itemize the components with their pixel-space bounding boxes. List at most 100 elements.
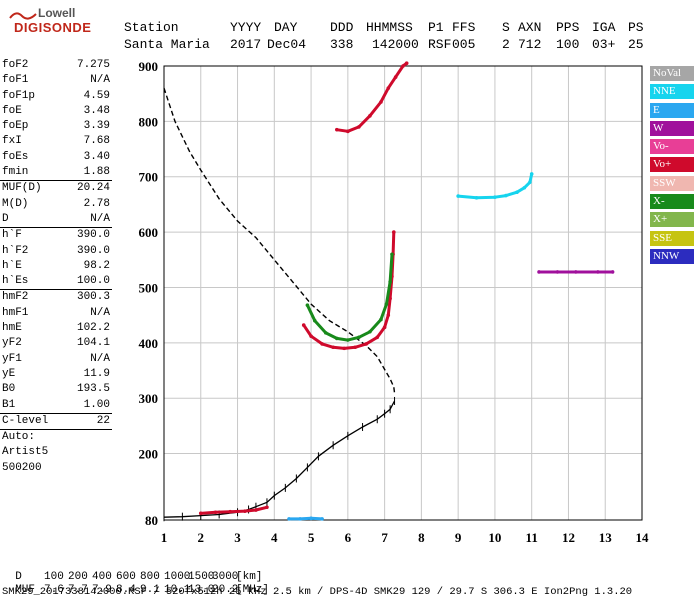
echo-point [198,511,203,516]
footer-muf-value: 7.9 [92,584,112,596]
param-row: foEs 3.40 [0,150,112,165]
echo-point [312,318,317,323]
param-value: 390.0 [76,244,110,257]
x-tick-label: 12 [562,530,575,545]
echo-point [254,508,258,512]
footer-distance-value: 600 [116,571,136,583]
param-row: h`E 98.2 [0,259,112,274]
param-row: h`Es 100.0 [0,274,112,289]
param-label: foEp [2,120,29,133]
header-value-ps: 25 [628,37,644,52]
param-value: N/A [90,74,110,87]
y-tick-label: 500 [139,280,159,295]
param-value: 3.39 [83,120,110,133]
header-value-ddd: 338 [330,37,354,52]
footer-distance-value: 200 [68,571,88,583]
param-label: yE [2,367,16,380]
param-value: 104.1 [76,337,110,350]
param-value: 3.40 [83,150,110,163]
param-value: N/A [90,306,110,319]
x-tick-label: 9 [455,530,462,545]
y-tick-label: 400 [139,336,159,351]
echo-point [364,342,369,346]
plot-area [163,65,643,521]
param-value: 102.2 [76,322,110,335]
auto-row: Artist5 [0,445,112,460]
footer-distance-value: 800 [140,571,160,583]
param-row: foF1 N/A [0,73,112,88]
echo-point [331,345,335,350]
param-value: 4.59 [83,89,110,102]
echo-point [537,270,541,274]
echo-point [474,195,479,200]
param-label: foF1 [2,74,29,87]
y-tick-label: 300 [139,391,159,406]
echo-point [555,270,560,274]
param-label: foEs [2,150,29,163]
echo-point [323,331,328,335]
param-label: B1 [2,398,16,411]
param-label: yF2 [2,337,22,350]
echo-point [401,64,405,68]
legend-item-vo: Vo+ [650,157,694,173]
param-value: 20.24 [76,182,110,195]
footer-distance-row: D 100 200 400 600 800 1000 1500 3000 [km] [2,559,262,583]
echo-trace [199,505,269,515]
header-value-hhmmss: 142000 [372,37,419,52]
y-tick-label: 700 [139,170,159,185]
echo-point [404,61,409,66]
header-value-station: Santa Maria [124,37,210,52]
y-tick-label: 200 [139,447,159,462]
logo-text-bottom: DIGISONDE [14,20,92,35]
footer-distance-label: D [15,571,22,583]
header-label-day: DAY [274,20,298,35]
x-tick-label: 8 [418,530,425,545]
echo-point [386,313,391,317]
header-value-iga: 03+ [592,37,616,52]
footer-muf-value: 7.7 [68,584,88,596]
legend-item-sse: SSE [650,230,694,246]
param-row: foF1p 4.59 [0,89,112,104]
echo-point [522,186,527,190]
param-row: h`F 390.0 [0,227,112,243]
param-value: 11.9 [83,367,110,380]
y-tick-label: 600 [139,225,159,240]
header-value-yyyy: 2017 [230,37,262,52]
echo-point [386,86,391,90]
echo-point [309,334,313,338]
echo-point [213,510,218,515]
header-label-p1: P1 [428,20,444,35]
legend-item-vo: Vo- [650,139,694,155]
echo-point [301,323,306,327]
x-tick-label: 6 [345,530,352,545]
x-tick-label: 3 [234,530,241,545]
param-value: 3.48 [83,104,110,117]
header-label-ffs: FFS [452,20,476,35]
footer-muf-value: 20.2 [212,584,239,596]
param-row: yF1 N/A [0,352,112,367]
y-tick-label: 900 [139,59,159,74]
echo-point [309,516,313,521]
param-label: Auto: [2,431,36,444]
param-label: hmF2 [2,291,29,304]
echo-point [375,335,380,340]
echo-point [298,517,302,521]
echo-point [382,325,387,330]
param-label: Artist5 [2,446,49,459]
footer-muf-value: 9.1 [140,584,160,596]
echo-point [596,270,600,274]
param-label: h`F2 [2,244,29,257]
x-tick-label: 1 [161,530,168,545]
header-value-ffs: 005 [452,37,476,52]
param-value: N/A [90,352,110,365]
header-value-day: Dec04 [267,37,307,52]
header-label-ddd: DDD [330,20,354,35]
param-row: foF2 7.275 [0,58,112,73]
header-label-pps: PPS [556,20,580,35]
param-row: foE 3.48 [0,104,112,119]
param-value: 2.78 [83,197,110,210]
header-value-pps: 100 [556,37,580,52]
legend-item-nne: NNE [650,84,694,100]
param-row: yF2 104.1 [0,336,112,351]
param-row: fmin 1.88 [0,165,112,180]
